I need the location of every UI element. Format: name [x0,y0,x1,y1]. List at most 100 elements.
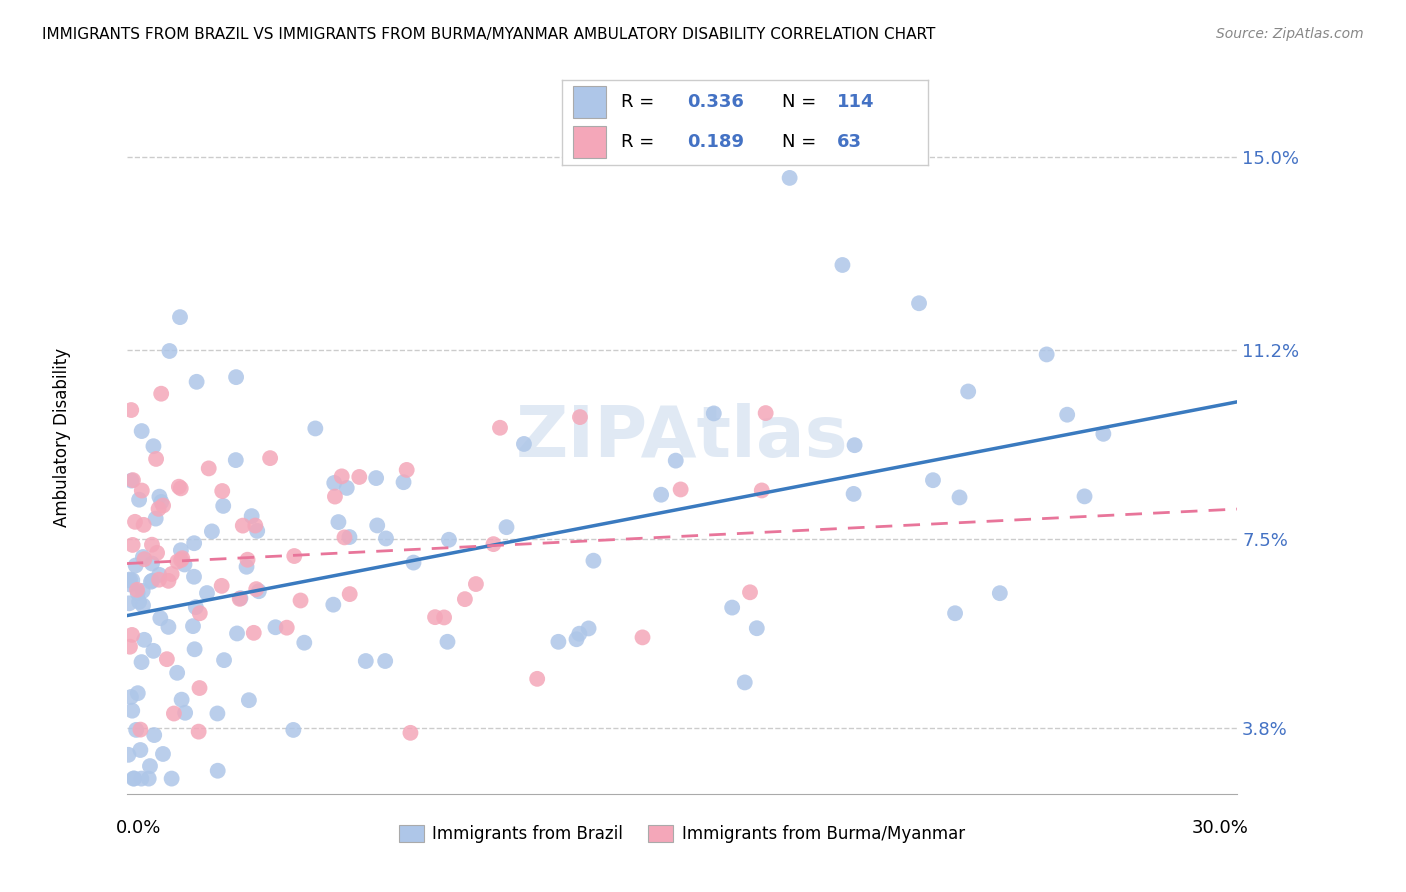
Point [167,480,190,494]
Point [146,546,169,560]
Point [117,747,139,762]
Point [844,438,866,452]
Point [330,469,353,483]
Point [745,621,768,635]
Point [132,549,155,564]
Point [433,610,456,624]
Point [259,451,281,466]
Point [226,626,249,640]
Point [374,654,396,668]
Point [122,772,145,786]
Point [323,490,346,504]
Point [121,628,143,642]
Point [323,475,346,490]
Text: R =: R = [621,94,654,112]
Point [181,619,204,633]
Point [246,524,269,538]
Point [157,620,180,634]
Point [150,495,173,509]
Point [207,706,229,721]
Point [229,591,252,606]
Point [948,491,970,505]
Point [665,453,688,467]
Point [195,586,218,600]
Point [738,585,761,599]
Point [118,640,141,654]
Point [174,706,197,720]
Point [569,410,592,425]
Text: 63: 63 [837,133,862,151]
Point [276,621,298,635]
Point [145,451,167,466]
Point [375,532,398,546]
FancyBboxPatch shape [574,126,606,158]
Point [127,586,149,600]
Point [172,551,194,566]
Point [322,598,344,612]
Point [423,610,446,624]
Point [242,625,264,640]
Text: 30.0%: 30.0% [1191,819,1249,837]
Point [988,586,1011,600]
Point [141,538,163,552]
Point [211,483,233,498]
Point [547,635,569,649]
Point [170,692,193,706]
Point [149,611,172,625]
Point [240,509,263,524]
Point [779,170,801,185]
Point [157,574,180,588]
FancyBboxPatch shape [574,87,606,119]
Point [755,406,778,420]
Point [212,653,235,667]
Point [141,574,163,588]
Point [131,424,153,438]
Point [236,552,259,566]
Point [290,593,312,607]
Text: IMMIGRANTS FROM BRAZIL VS IMMIGRANTS FROM BURMA/MYANMAR AMBULATORY DISABILITY CO: IMMIGRANTS FROM BRAZIL VS IMMIGRANTS FRO… [42,27,935,42]
Point [120,690,142,704]
Point [143,728,166,742]
Point [166,555,188,569]
Point [132,599,155,613]
Point [922,473,945,487]
Point [121,704,143,718]
Point [118,577,141,591]
Point [134,632,156,647]
Text: 114: 114 [837,94,875,112]
Point [225,453,247,467]
Point [292,636,315,650]
Point [148,501,170,516]
Point [183,536,205,550]
Point [349,470,371,484]
Point [125,582,148,597]
Point [245,518,267,533]
Point [1073,489,1095,503]
Point [139,574,162,589]
Point [568,626,591,640]
Point [669,483,692,497]
Point [304,421,326,435]
Point [118,596,141,610]
Point [232,518,254,533]
Point [721,600,744,615]
Point [125,723,148,737]
Point [565,632,588,647]
Text: Source: ZipAtlas.com: Source: ZipAtlas.com [1216,27,1364,41]
Point [197,461,219,475]
Point [392,475,415,490]
Point [238,693,260,707]
Point [225,370,247,384]
Point [336,481,359,495]
Point [139,759,162,773]
Point [150,386,173,401]
Point [201,524,224,539]
Point [148,573,170,587]
Point [166,665,188,680]
Point [354,654,377,668]
Point [578,622,600,636]
Point [120,403,142,417]
Text: N =: N = [782,133,815,151]
Point [163,706,186,721]
Point [127,686,149,700]
